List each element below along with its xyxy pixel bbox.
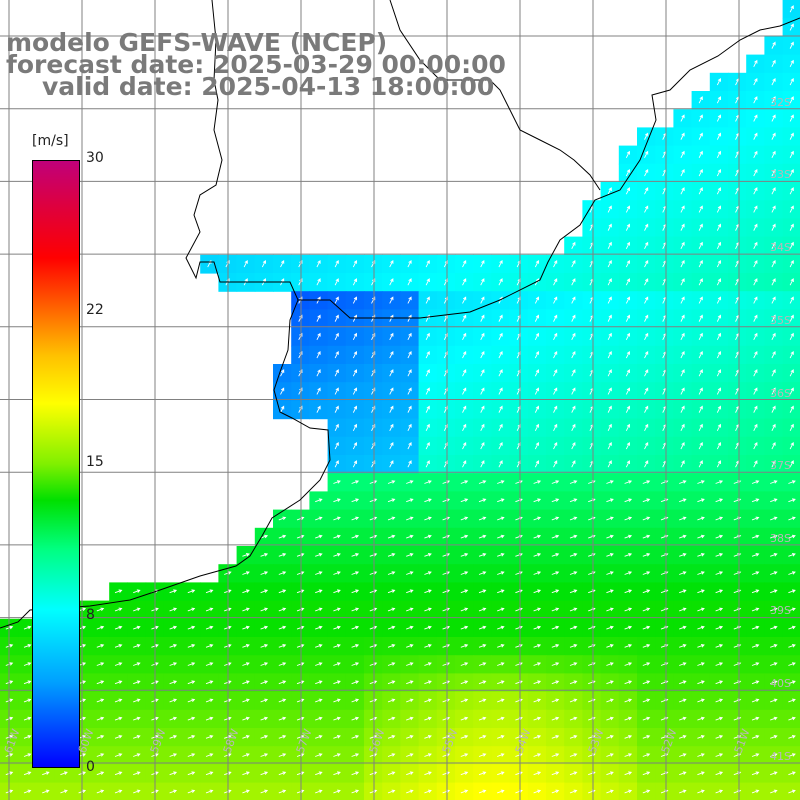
- coastline: [0, 0, 800, 629]
- model-title: modelo GEFS-WAVE (NCEP): [6, 28, 388, 57]
- lat-label: 39S: [770, 604, 791, 617]
- lat-label: 41S: [770, 750, 791, 763]
- colorbar-tick-0: 0: [86, 759, 95, 775]
- colorbar-unit: [m/s]: [32, 133, 69, 149]
- colorbar-tick-30: 30: [86, 150, 104, 166]
- lat-label: 35S: [770, 314, 791, 327]
- valid-date: valid date: 2025-04-13 18:00:00: [42, 72, 495, 101]
- lat-label: 36S: [770, 387, 791, 400]
- colorbar-tick-8: 8: [86, 607, 95, 623]
- lat-label: 34S: [770, 241, 791, 254]
- colorbar: [32, 160, 80, 768]
- lat-label: 33S: [770, 168, 791, 181]
- wind-arrows: [5, 5, 796, 794]
- lat-label: 40S: [770, 677, 791, 690]
- lat-label: 37S: [770, 459, 791, 472]
- colorbar-tick-22: 22: [86, 302, 104, 318]
- forecast-date: forecast date: 2025-03-29 00:00:00: [6, 50, 506, 79]
- lat-label: 38S: [770, 532, 791, 545]
- lat-label: 32S: [770, 96, 791, 109]
- colorbar-tick-15: 15: [86, 454, 104, 470]
